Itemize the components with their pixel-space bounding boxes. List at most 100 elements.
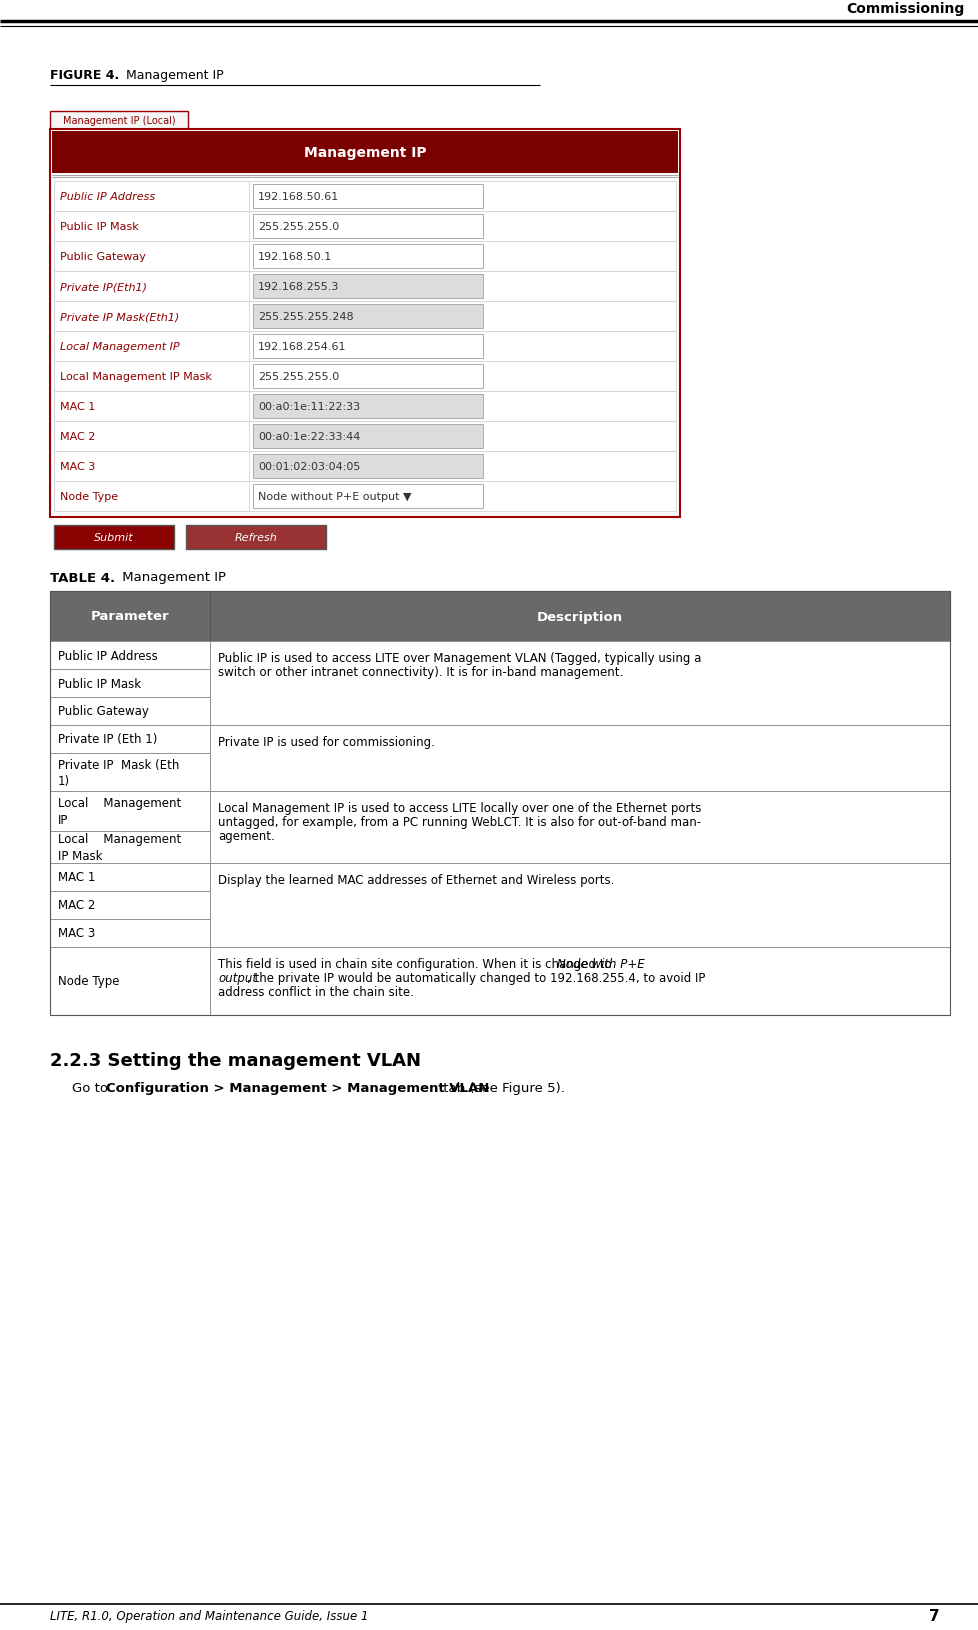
- Text: MAC 2: MAC 2: [58, 900, 95, 911]
- Text: MAC 2: MAC 2: [60, 432, 95, 442]
- Bar: [252, 305, 482, 329]
- Bar: [50, 792, 210, 831]
- Text: Local Management IP Mask: Local Management IP Mask: [60, 372, 211, 381]
- Bar: [252, 244, 482, 269]
- Bar: [54, 362, 248, 391]
- Bar: [54, 391, 676, 422]
- Bar: [54, 272, 248, 302]
- Text: Parameter: Parameter: [91, 610, 169, 623]
- Text: Node Type: Node Type: [60, 492, 118, 502]
- Text: Node without P+E output ▼: Node without P+E output ▼: [258, 492, 411, 502]
- Text: Local    Management
IP Mask: Local Management IP Mask: [58, 833, 181, 862]
- Text: untagged, for example, from a PC running WebLCT. It is also for out-of-band man-: untagged, for example, from a PC running…: [218, 815, 700, 828]
- Text: MAC 1: MAC 1: [58, 870, 95, 883]
- Bar: [50, 919, 210, 947]
- Bar: [186, 526, 326, 549]
- Text: 192.168.255.3: 192.168.255.3: [258, 282, 339, 292]
- Bar: [50, 725, 210, 753]
- Bar: [50, 670, 210, 698]
- Text: Local Management IP: Local Management IP: [60, 342, 179, 352]
- Bar: [52, 132, 678, 174]
- Bar: [50, 892, 210, 919]
- Bar: [54, 482, 248, 512]
- Text: Private IP is used for commissioning.: Private IP is used for commissioning.: [218, 735, 434, 748]
- Text: Private IP  Mask (Eth
1): Private IP Mask (Eth 1): [58, 758, 179, 787]
- Bar: [210, 947, 949, 1015]
- Text: 00:a0:1e:22:33:44: 00:a0:1e:22:33:44: [258, 432, 360, 442]
- Text: Public IP Mask: Public IP Mask: [58, 676, 141, 689]
- Text: LITE, R1.0, Operation and Maintenance Guide, Issue 1: LITE, R1.0, Operation and Maintenance Gu…: [50, 1609, 368, 1622]
- Text: 00:a0:1e:11:22:33: 00:a0:1e:11:22:33: [258, 401, 360, 412]
- Bar: [210, 864, 949, 947]
- Bar: [54, 526, 174, 549]
- Text: Description: Description: [536, 610, 622, 623]
- Text: Configuration > Management > Management VLAN: Configuration > Management > Management …: [106, 1081, 489, 1094]
- Bar: [54, 302, 676, 333]
- Text: 192.168.254.61: 192.168.254.61: [258, 342, 346, 352]
- Bar: [54, 241, 676, 272]
- Text: Management IP (Local): Management IP (Local): [63, 116, 175, 126]
- Text: 00:01:02:03:04:05: 00:01:02:03:04:05: [258, 461, 360, 471]
- Text: Node with P+E: Node with P+E: [556, 957, 645, 970]
- Text: MAC 3: MAC 3: [60, 461, 95, 471]
- Bar: [54, 212, 248, 241]
- Bar: [210, 642, 949, 725]
- Text: Public IP Mask: Public IP Mask: [60, 222, 139, 231]
- Bar: [50, 130, 680, 518]
- Bar: [252, 184, 482, 209]
- Text: Go to: Go to: [72, 1081, 112, 1094]
- Bar: [54, 422, 248, 452]
- Bar: [54, 391, 248, 422]
- Text: Private IP(Eth1): Private IP(Eth1): [60, 282, 147, 292]
- Bar: [252, 215, 482, 240]
- Text: Management IP: Management IP: [118, 570, 226, 584]
- Bar: [252, 484, 482, 509]
- Bar: [54, 362, 676, 391]
- Bar: [50, 698, 210, 725]
- Text: 255.255.255.0: 255.255.255.0: [258, 372, 339, 381]
- Text: Submit: Submit: [94, 533, 134, 543]
- Text: switch or other intranet connectivity). It is for in-band management.: switch or other intranet connectivity). …: [218, 665, 623, 678]
- Text: agement.: agement.: [218, 830, 275, 843]
- Bar: [50, 864, 210, 892]
- Bar: [54, 212, 676, 241]
- Text: Public IP Address: Public IP Address: [58, 649, 157, 662]
- Bar: [54, 452, 248, 482]
- Bar: [252, 275, 482, 298]
- Text: Node Type: Node Type: [58, 975, 119, 988]
- Text: Management IP: Management IP: [303, 147, 425, 160]
- Text: Public IP is used to access LITE over Management VLAN (Tagged, typically using a: Public IP is used to access LITE over Ma…: [218, 652, 700, 665]
- Bar: [50, 592, 949, 1015]
- Text: 192.168.50.61: 192.168.50.61: [258, 192, 339, 202]
- Text: 7: 7: [928, 1609, 939, 1623]
- Bar: [252, 455, 482, 479]
- Text: Local Management IP is used to access LITE locally over one of the Ethernet port: Local Management IP is used to access LI…: [218, 802, 700, 815]
- Text: Refresh: Refresh: [235, 533, 277, 543]
- Bar: [54, 422, 676, 452]
- Text: This field is used in chain site configuration. When it is changed to: This field is used in chain site configu…: [218, 957, 615, 970]
- Bar: [50, 592, 949, 642]
- Bar: [54, 482, 676, 512]
- Bar: [50, 753, 210, 792]
- Bar: [50, 642, 210, 670]
- Bar: [50, 112, 188, 130]
- Text: address conflict in the chain site.: address conflict in the chain site.: [218, 986, 414, 999]
- Bar: [50, 947, 210, 1015]
- Bar: [54, 272, 676, 302]
- Bar: [54, 452, 676, 482]
- Text: 2.2.3 Setting the management VLAN: 2.2.3 Setting the management VLAN: [50, 1051, 421, 1069]
- Text: MAC 3: MAC 3: [58, 927, 95, 941]
- Text: FIGURE 4.: FIGURE 4.: [50, 68, 119, 82]
- Bar: [54, 183, 248, 212]
- Bar: [54, 183, 676, 212]
- Text: Private IP (Eth 1): Private IP (Eth 1): [58, 734, 157, 747]
- Text: 192.168.50.1: 192.168.50.1: [258, 253, 332, 262]
- Text: MAC 1: MAC 1: [60, 401, 95, 412]
- Text: output: output: [218, 971, 257, 985]
- Bar: [50, 831, 210, 864]
- Text: Private IP Mask(Eth1): Private IP Mask(Eth1): [60, 311, 179, 321]
- Bar: [252, 365, 482, 390]
- Text: , the private IP would be automatically changed to 192.168.255.4, to avoid IP: , the private IP would be automatically …: [246, 971, 705, 985]
- Bar: [252, 334, 482, 359]
- Bar: [54, 241, 248, 272]
